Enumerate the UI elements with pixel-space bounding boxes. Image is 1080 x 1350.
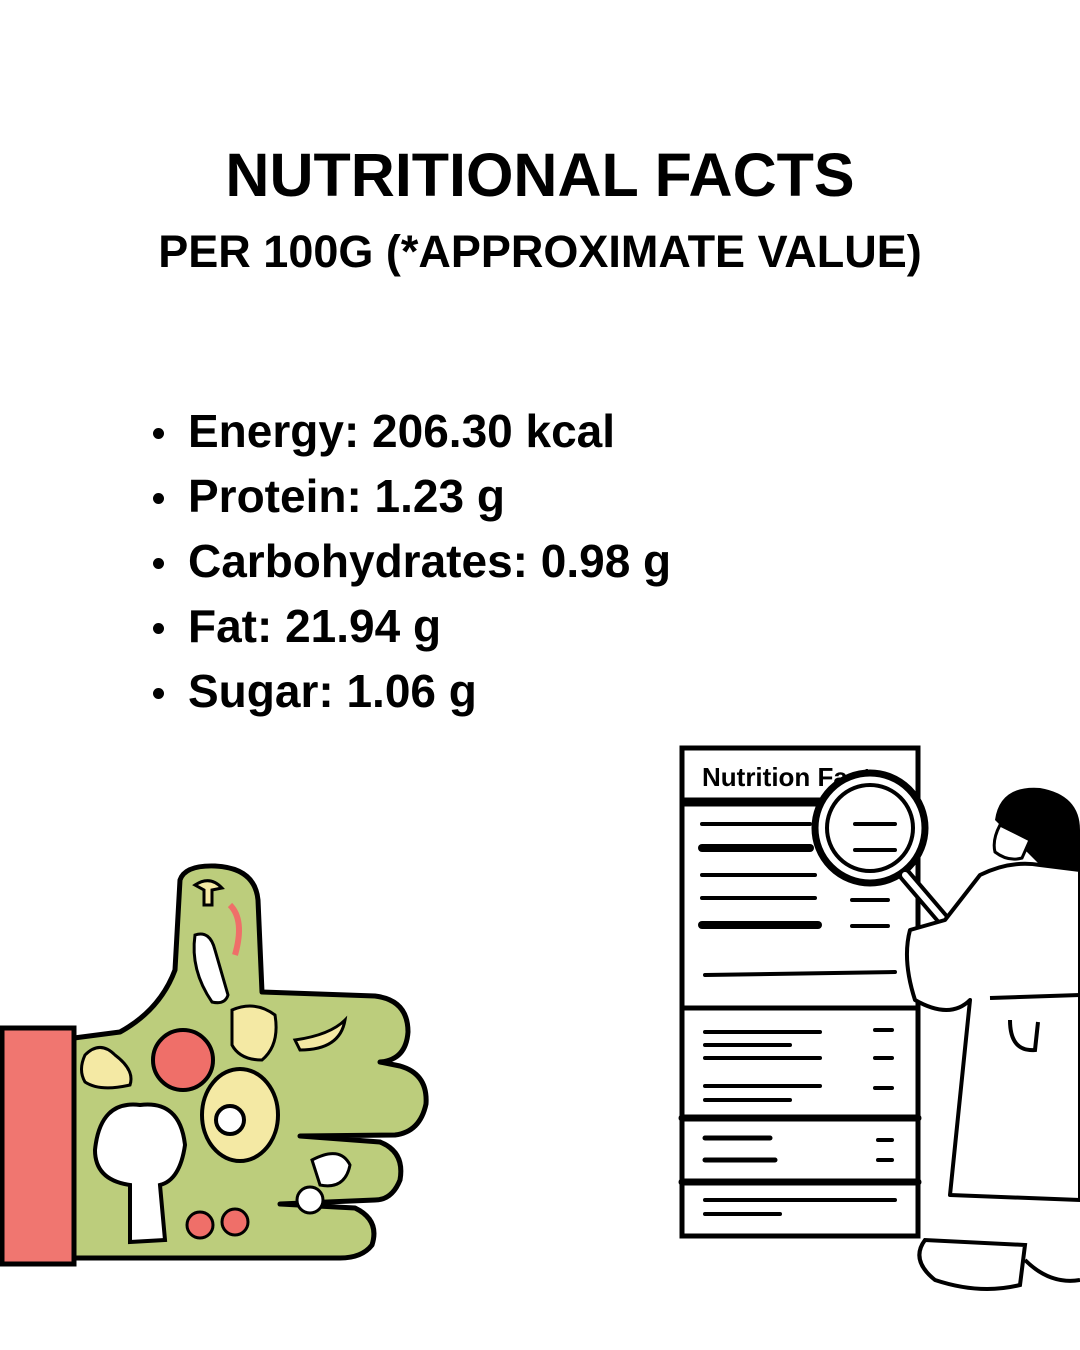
fact-sugar: Sugar: 1.06 g [152, 659, 671, 724]
cherry-icon [185, 1210, 215, 1240]
hand [71, 863, 429, 1261]
woman-figure [905, 787, 1080, 1291]
chili-icon [227, 902, 242, 956]
magnifier-icon [811, 769, 959, 937]
page-subtitle: PER 100G (*APPROXIMATE VALUE) [158, 226, 922, 277]
fact-protein: Protein: 1.23 g [152, 464, 671, 529]
banana-icon [292, 1015, 348, 1052]
mushroom-icon [192, 879, 225, 907]
fact-carbohydrates: Carbohydrates: 0.98 g [152, 529, 671, 594]
nutrition-facts-list: Energy: 206.30 kcal Protein: 1.23 g Carb… [152, 399, 671, 724]
fact-energy: Energy: 206.30 kcal [152, 399, 671, 464]
page-title: NUTRITIONAL FACTS [225, 141, 855, 209]
eggplant-icon [192, 932, 230, 1005]
apple-icon [151, 1028, 215, 1092]
pear-icon [80, 1046, 133, 1090]
sleeve [0, 1025, 77, 1267]
fact-fat: Fat: 21.94 g [152, 594, 671, 659]
woman-magnifier-illustration: Nutrition Facts [678, 745, 1080, 1291]
thumbs-up-vegetables-illustration [0, 863, 429, 1267]
pepper-icon [230, 1004, 278, 1062]
cauliflower-icon [92, 1102, 188, 1245]
